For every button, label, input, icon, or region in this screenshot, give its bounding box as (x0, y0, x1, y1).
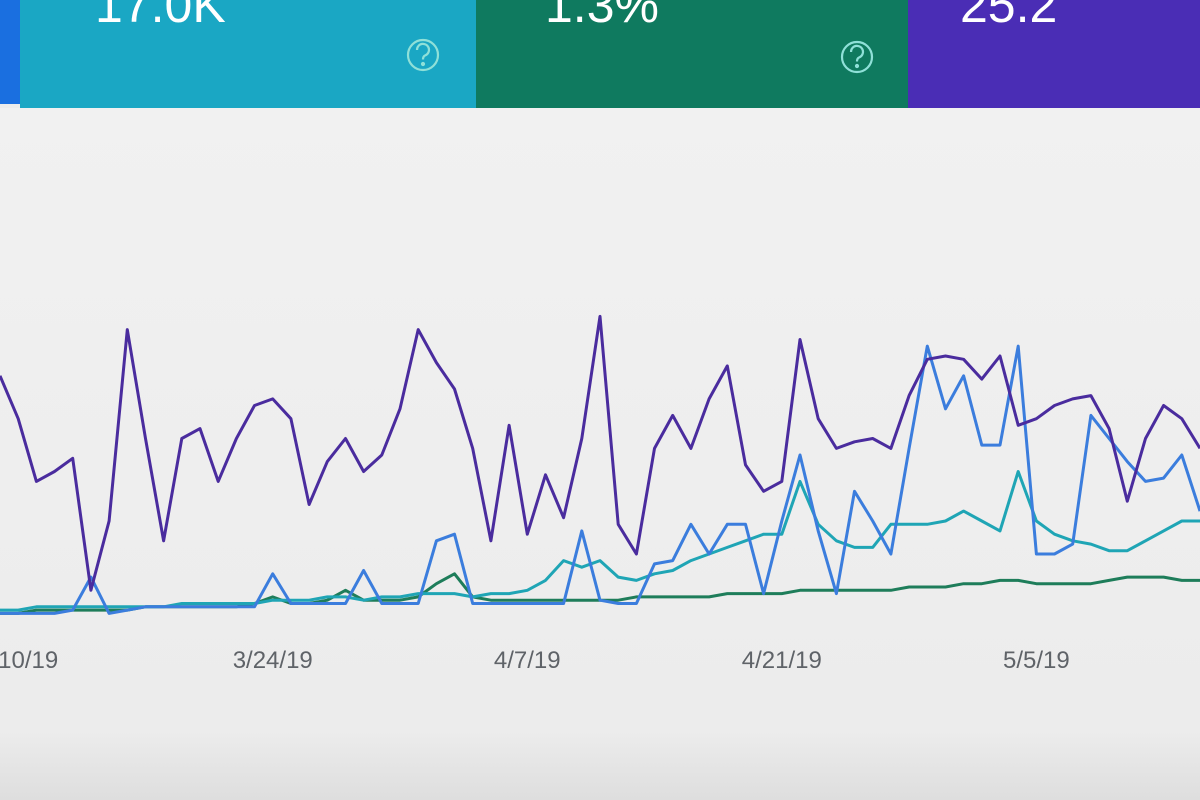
x-tick-label: 4/21/19 (742, 647, 822, 674)
x-tick-label: 5/5/19 (1003, 647, 1070, 674)
series-line (0, 314, 1200, 592)
series-line (0, 470, 1200, 612)
x-tick-label: 3/24/19 (233, 647, 313, 674)
metric-card (476, 0, 908, 108)
help-icon[interactable] (406, 38, 440, 72)
metric-card (908, 0, 1200, 108)
chart-panel (0, 108, 1200, 800)
x-tick-label: 4/7/19 (494, 647, 561, 674)
metric-card (0, 0, 20, 104)
metric-value: 1.3% (545, 0, 659, 33)
metric-value: 17.0K (95, 0, 226, 33)
metric-value: 25.2 (960, 0, 1057, 33)
line-chart: 3/10/19 3/24/19 4/7/19 4/21/19 5/5/19 (0, 314, 1200, 674)
help-icon[interactable] (840, 40, 874, 74)
metric-card (20, 0, 476, 108)
x-tick-label: 3/10/19 (0, 647, 58, 674)
series-line (0, 344, 1200, 615)
